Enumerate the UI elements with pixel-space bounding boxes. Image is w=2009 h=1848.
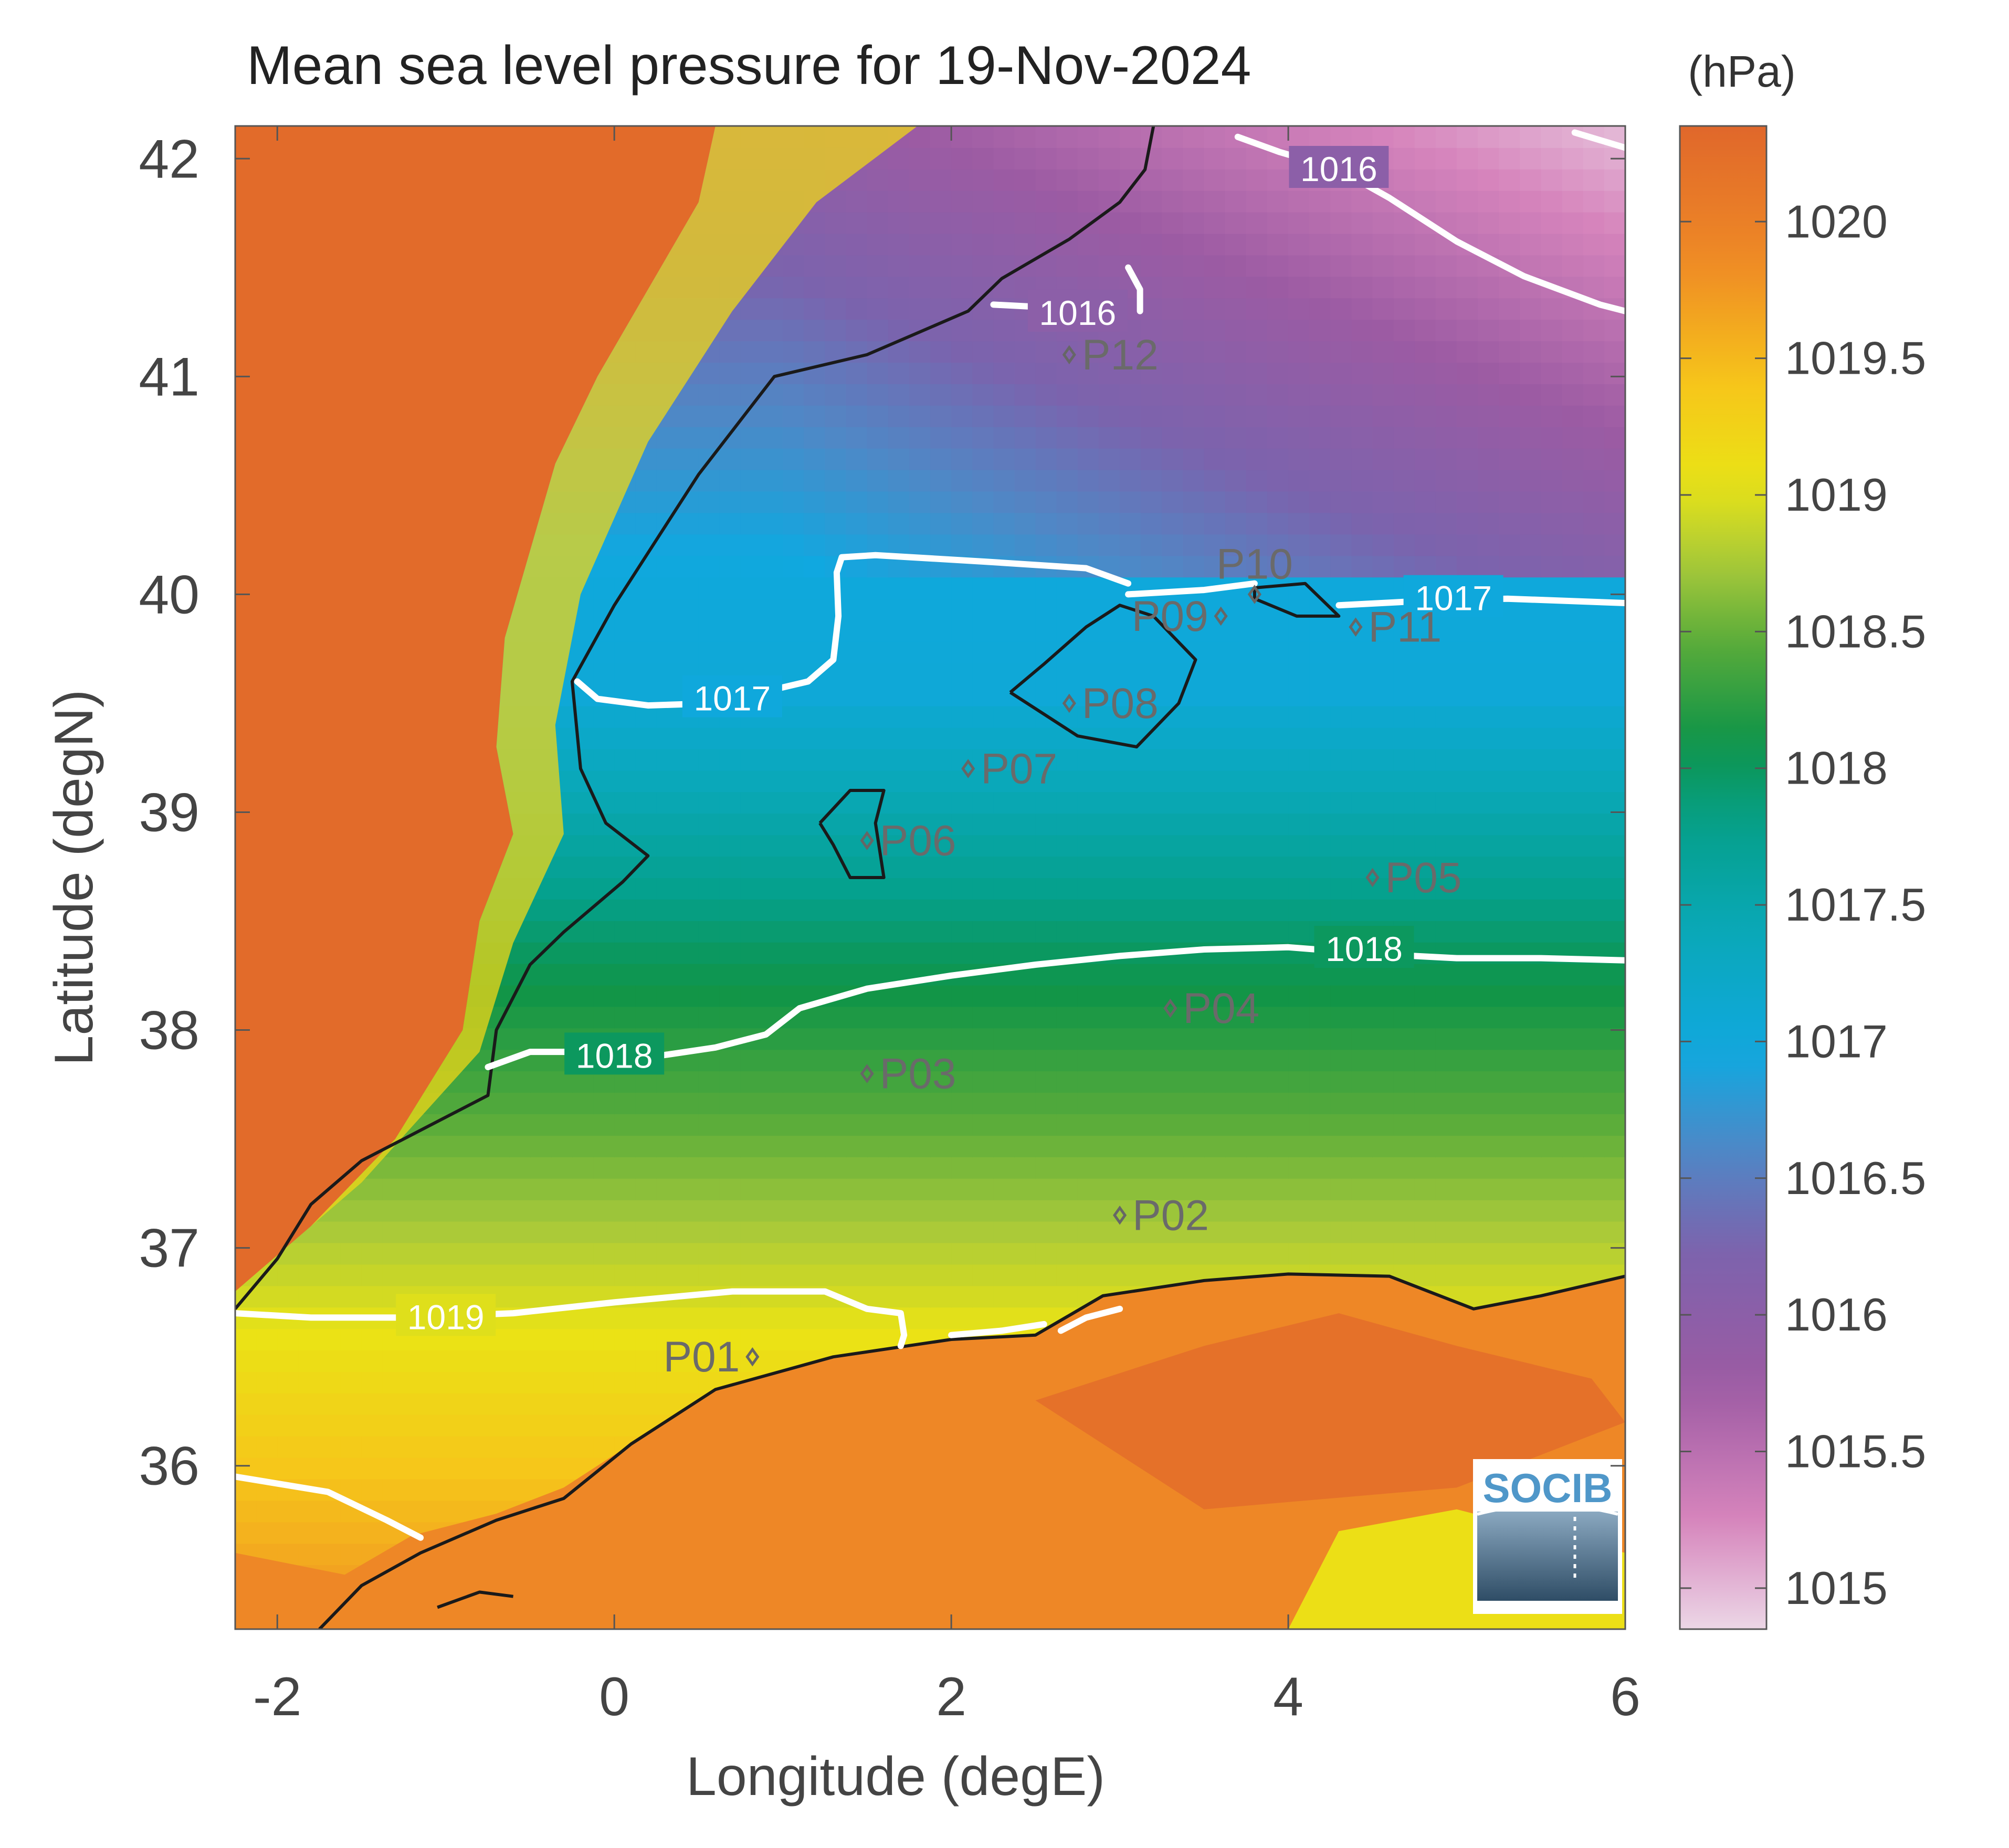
- station-marker-p12: [1062, 345, 1076, 365]
- y-axis-label: Latitude (degN): [44, 690, 104, 1066]
- isobar-label: 1016: [1039, 293, 1116, 332]
- station-marker-p08: [1062, 693, 1076, 713]
- y-tick-label: 38: [139, 1000, 199, 1061]
- station-marker-p02: [1113, 1206, 1127, 1225]
- colorbar-tick-label: 1020: [1785, 195, 1888, 247]
- isobar-1020: [235, 1473, 424, 1541]
- station-marker-p05: [1365, 868, 1380, 888]
- station-label-p07: P07: [981, 745, 1057, 793]
- isobar-1016: [1125, 264, 1143, 314]
- station-label-p06: P06: [880, 817, 956, 864]
- y-axis: 36 37 38 39 40 41 42: [139, 129, 1625, 1497]
- x-axis-label: Longitude (degE): [686, 1746, 1105, 1807]
- y-tick-label: 36: [139, 1436, 199, 1497]
- colorbar-tick-label: 1018.5: [1785, 605, 1926, 657]
- station-marker-p04: [1163, 998, 1177, 1018]
- isobar-label-bg: [1289, 146, 1389, 188]
- station-label-p09: P09: [1132, 593, 1208, 640]
- x-tick-label: 2: [936, 1666, 966, 1727]
- isobar-1017: [574, 552, 1132, 709]
- isobar-label-bg: [396, 1294, 496, 1336]
- colorbar-tick-label: 1018: [1785, 742, 1888, 794]
- x-axis: -2 0 2 4 6: [253, 126, 1640, 1727]
- colorbar-tick-label: 1015: [1785, 1562, 1888, 1614]
- isobar-1019: [235, 1288, 908, 1349]
- station-label-p12: P12: [1082, 331, 1159, 379]
- station-label-p03: P03: [880, 1050, 956, 1098]
- station-marker-p03: [860, 1064, 874, 1083]
- station-marker-p11: [1349, 617, 1363, 637]
- station-marker-p09: [1214, 606, 1228, 626]
- isobar-label: 1018: [576, 1036, 653, 1075]
- socib-logo-text: SOCIB: [1482, 1465, 1612, 1511]
- socib-logo: SOCIB: [1473, 1459, 1622, 1614]
- station-label-p10: P10: [1216, 540, 1293, 588]
- isobar-1019: [948, 1321, 1047, 1338]
- y-tick-label: 42: [139, 129, 199, 189]
- station-label-p01: P01: [663, 1333, 740, 1381]
- y-tick-label: 41: [139, 346, 199, 407]
- colorbar-unit: (hPa): [1688, 47, 1795, 96]
- colorbar-tick-label: 1017.5: [1785, 879, 1926, 931]
- map-title: Mean sea level pressure for 19-Nov-2024: [247, 35, 1251, 96]
- colorbar-tick-label: 1015.5: [1785, 1425, 1926, 1477]
- x-tick-label: 6: [1610, 1666, 1640, 1727]
- colorbar-tick-label: 1017: [1785, 1015, 1888, 1067]
- isobar-label: 1018: [1326, 930, 1403, 968]
- y-tick-label: 39: [139, 782, 199, 843]
- colorbar: [1680, 126, 1766, 1629]
- x-tick-label: 0: [599, 1666, 629, 1727]
- colorbar-tick-label: 1016: [1785, 1289, 1888, 1340]
- isobar-1019: [1057, 1305, 1123, 1334]
- isobar-label-bg: [1027, 289, 1128, 332]
- station-label-p02: P02: [1132, 1191, 1209, 1239]
- y-tick-label: 37: [139, 1218, 199, 1279]
- colorbar-tick-label: 1019.5: [1785, 332, 1926, 384]
- colorbar-frame: [1679, 125, 1768, 1630]
- isobar-label-bg: [1314, 925, 1414, 968]
- isobar-1016: [1571, 129, 1625, 151]
- isobar-1017: [1125, 580, 1258, 598]
- station-marker-p06: [860, 831, 874, 850]
- isobar-label: 1016: [1300, 150, 1377, 188]
- x-tick-label: 4: [1273, 1666, 1303, 1727]
- station-label-p04: P04: [1183, 985, 1259, 1032]
- station-marker-p10: [1247, 585, 1261, 604]
- isobar-contours: 1016 1016 1017 1017 1018 1018 1019: [235, 129, 1625, 1541]
- isobar-label-bg: [1403, 575, 1503, 617]
- isobar-label: 1017: [693, 679, 771, 718]
- y-tick-label: 40: [139, 564, 199, 625]
- coastline: [235, 126, 1625, 1629]
- colorbar-ticks: 1015 1015.5 1016 1016.5 1017 1017.5 1018 1018.5…: [1680, 195, 1926, 1614]
- station-label-p08: P08: [1082, 680, 1159, 727]
- land-overlay: [235, 126, 1625, 1629]
- map-frame: [234, 125, 1626, 1630]
- x-tick-label: -2: [253, 1666, 301, 1727]
- colorbar-tick-label: 1016.5: [1785, 1152, 1926, 1204]
- station-marker-p01: [745, 1347, 760, 1367]
- station-marker-p07: [961, 759, 975, 778]
- isobar-label: 1019: [407, 1297, 485, 1336]
- station-label-p05: P05: [1385, 854, 1462, 902]
- isobar-label-bg: [564, 1032, 665, 1075]
- isobar-label: 1017: [1415, 579, 1492, 618]
- colorbar-tick-label: 1019: [1785, 469, 1888, 521]
- isobar-label-bg: [682, 675, 782, 717]
- station-label-p11: P11: [1368, 604, 1442, 651]
